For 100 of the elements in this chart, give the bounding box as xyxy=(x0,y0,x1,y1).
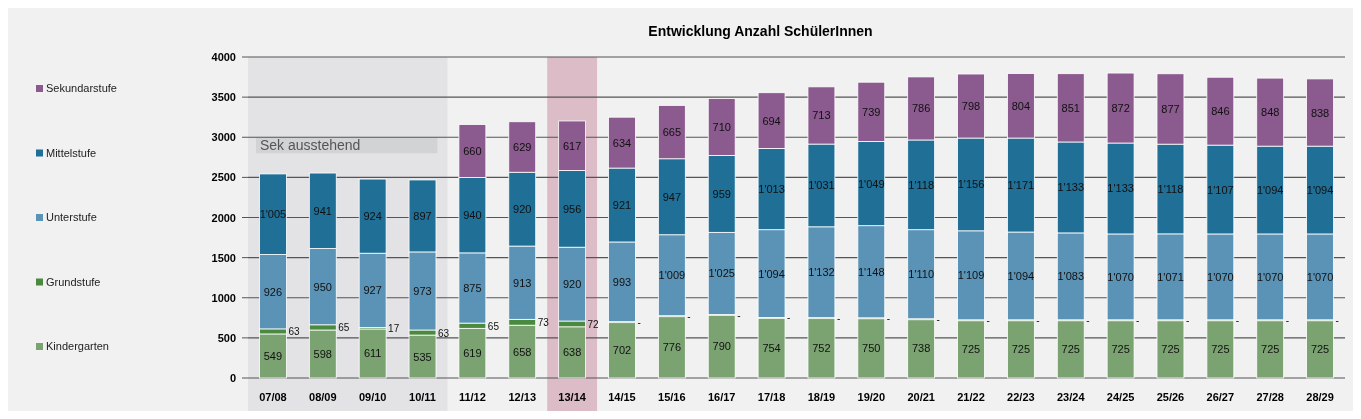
data-label: 1'110 xyxy=(908,268,935,281)
data-label: 702 xyxy=(612,343,632,356)
data-label: 1'148 xyxy=(858,265,885,278)
data-label: - xyxy=(737,309,741,321)
data-label: 920 xyxy=(562,278,582,291)
data-label: 725 xyxy=(961,342,981,355)
data-label: 63 xyxy=(437,327,450,339)
data-label: 875 xyxy=(463,282,482,294)
data-label: - xyxy=(637,316,641,328)
data-label: 941 xyxy=(313,204,332,217)
data-label: 1'070 xyxy=(1207,270,1234,283)
data-label: - xyxy=(1136,314,1140,326)
x-tick-label: 26/27 xyxy=(1206,391,1235,403)
data-label: 1'049 xyxy=(858,177,885,190)
data-label: - xyxy=(986,314,990,326)
data-label: 1'031 xyxy=(808,179,835,192)
data-label: 1'009 xyxy=(658,269,686,282)
data-label: 598 xyxy=(313,348,332,361)
x-tick-label: 07/08 xyxy=(259,391,287,403)
y-tick-label: 2500 xyxy=(211,171,236,184)
x-tick-label: 08/09 xyxy=(309,391,337,403)
x-tick-label: 16/17 xyxy=(707,391,736,403)
data-label: 790 xyxy=(712,340,731,353)
band-label: Sek ausstehend xyxy=(260,137,361,154)
data-label: 63 xyxy=(288,326,300,338)
data-label: 1'118 xyxy=(1157,183,1184,196)
data-label: 920 xyxy=(513,203,532,216)
data-label: 1'094 xyxy=(1306,184,1334,197)
data-label: 725 xyxy=(1261,342,1280,355)
data-label: 725 xyxy=(1310,342,1330,355)
data-label: 1'132 xyxy=(808,266,835,279)
data-label: 694 xyxy=(762,114,781,127)
data-label: 1'156 xyxy=(957,178,985,191)
data-label: 1'118 xyxy=(908,178,935,191)
y-tick-label: 1500 xyxy=(211,251,236,264)
data-label: 1'107 xyxy=(1207,183,1234,196)
data-label: - xyxy=(936,313,940,325)
data-label: 738 xyxy=(911,342,931,355)
x-tick-label: 25/26 xyxy=(1156,391,1185,403)
data-label: 611 xyxy=(363,347,382,360)
y-tick-label: 3500 xyxy=(211,91,236,104)
y-tick-label: 0 xyxy=(229,372,236,384)
data-label: 1'094 xyxy=(758,267,785,280)
data-label: 658 xyxy=(513,345,532,358)
data-label: 913 xyxy=(513,276,532,289)
x-tick-label: 09/10 xyxy=(358,391,387,403)
data-label: 725 xyxy=(1111,342,1130,355)
data-label: - xyxy=(787,312,791,324)
y-tick-label: 2000 xyxy=(211,211,236,224)
data-label: 947 xyxy=(662,190,682,203)
data-label: 776 xyxy=(662,340,682,353)
data-label: 921 xyxy=(612,199,632,212)
x-tick-label: 21/22 xyxy=(957,391,985,403)
data-label: - xyxy=(836,312,841,324)
data-label: 1'133 xyxy=(1057,181,1085,194)
data-label: 660 xyxy=(463,144,482,157)
x-tick-label: 17/18 xyxy=(757,391,786,403)
data-label: 725 xyxy=(1011,342,1031,355)
data-label: 927 xyxy=(363,284,382,297)
x-tick-label: 24/25 xyxy=(1106,391,1135,403)
data-label: 1'133 xyxy=(1107,182,1134,195)
data-label: 754 xyxy=(762,341,781,354)
data-label: 65 xyxy=(338,322,350,334)
legend-label: Sekundarstufe xyxy=(46,82,117,94)
data-label: 838 xyxy=(1310,106,1330,119)
x-tick-label: 22/23 xyxy=(1007,391,1035,403)
data-label: 1'071 xyxy=(1157,270,1184,283)
legend-label: Mittelstufe xyxy=(46,146,97,159)
data-label: - xyxy=(1086,314,1090,326)
data-label: - xyxy=(1235,314,1240,326)
data-label: - xyxy=(1285,314,1290,326)
data-label: 959 xyxy=(712,187,731,200)
data-label: - xyxy=(1036,314,1040,326)
y-tick-label: 1000 xyxy=(211,291,236,304)
data-label: 786 xyxy=(911,102,931,115)
data-label: - xyxy=(687,310,691,322)
data-label: 638 xyxy=(562,346,582,359)
data-label: 1'094 xyxy=(1256,184,1284,197)
data-label: 65 xyxy=(487,320,500,332)
x-tick-label: 28/29 xyxy=(1306,391,1334,403)
y-tick-label: 500 xyxy=(217,331,236,344)
data-label: 665 xyxy=(662,126,682,139)
data-label: 752 xyxy=(812,341,831,354)
data-label: 1'094 xyxy=(1007,269,1035,282)
data-label: 993 xyxy=(612,275,632,288)
x-tick-label: 12/13 xyxy=(508,391,537,403)
data-label: 897 xyxy=(413,209,432,222)
x-tick-label: 20/21 xyxy=(907,391,935,403)
legend-label: Kindergarten xyxy=(46,340,109,352)
data-label: 1'109 xyxy=(957,269,985,282)
data-label: 1'070 xyxy=(1107,270,1134,283)
data-label: 926 xyxy=(263,285,283,298)
x-tick-label: 19/20 xyxy=(857,391,886,403)
chart-title: Entwicklung Anzahl SchülerInnen xyxy=(648,23,873,39)
data-label: 725 xyxy=(1211,342,1230,355)
data-label: 940 xyxy=(463,209,482,222)
data-label: - xyxy=(1185,314,1190,326)
data-label: 848 xyxy=(1261,106,1280,119)
x-tick-label: 23/24 xyxy=(1056,391,1086,403)
data-label: 73 xyxy=(537,317,550,329)
